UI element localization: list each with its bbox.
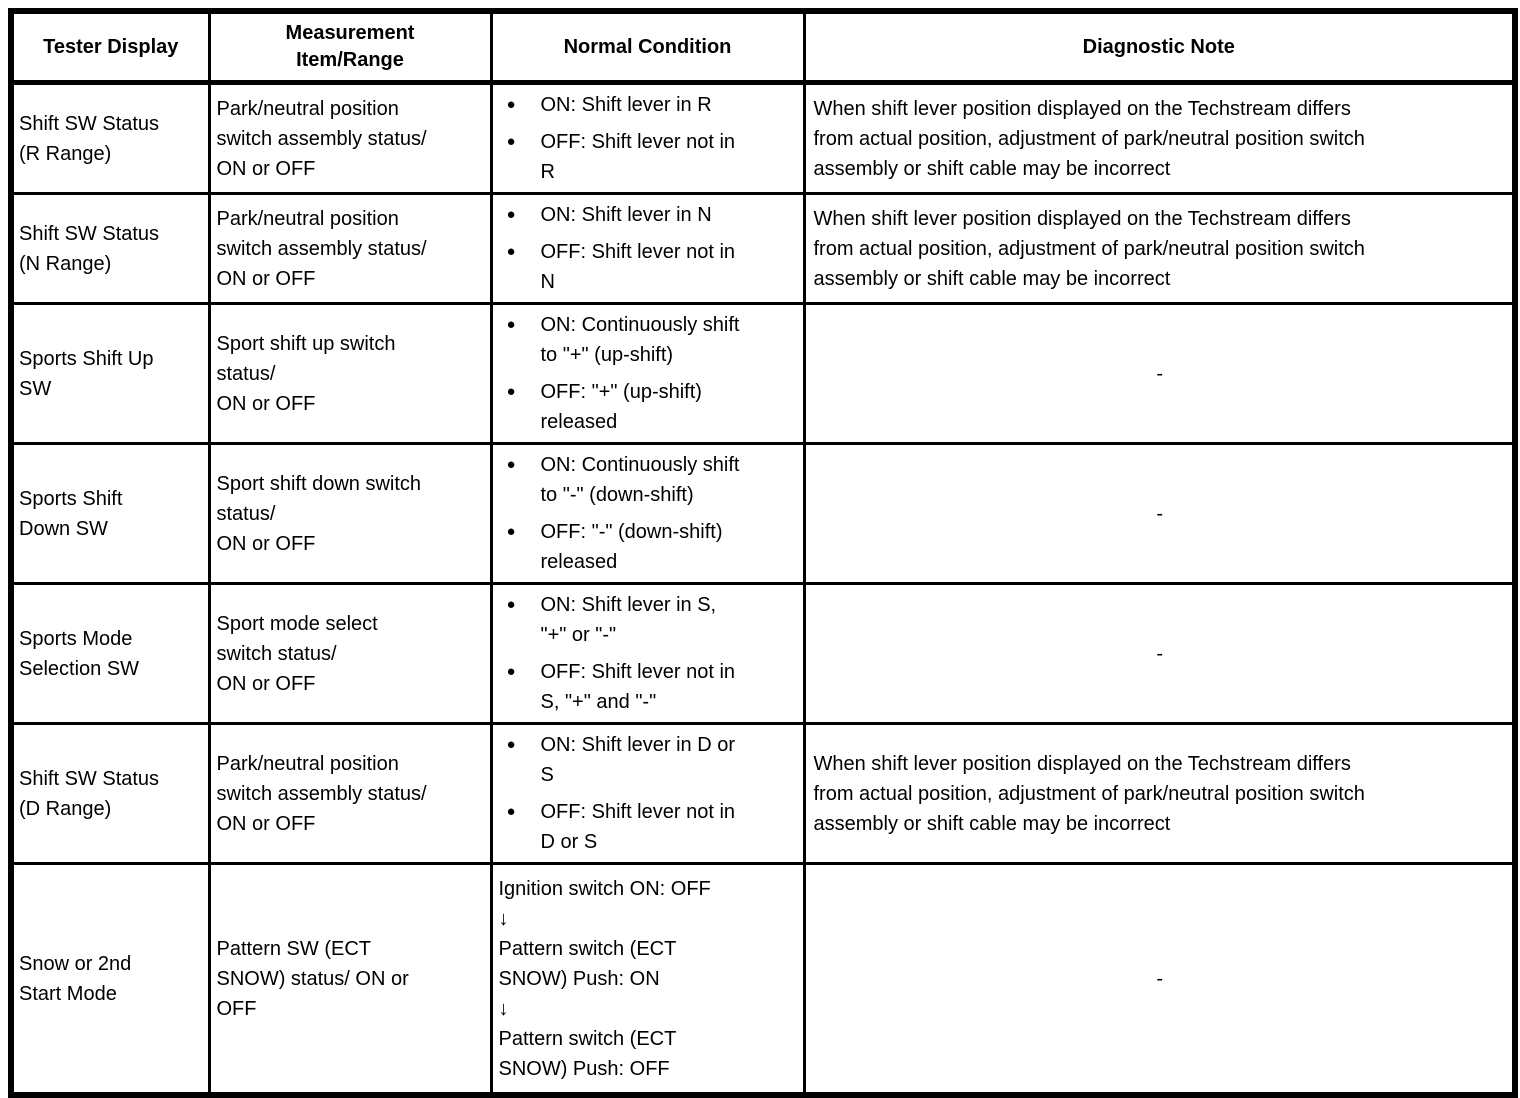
normal-condition-cell: ● ON: Continuously shift to "+" (up-shif… (489, 302, 806, 445)
condition-text: ON: Shift lever in R (540, 94, 712, 116)
normal-condition-cell: ● ON: Shift lever in D or S ● OFF: Shift… (489, 722, 806, 865)
bullet-icon: ● (506, 596, 516, 613)
diagnostic-note-cell: When shift lever position displayed on t… (802, 81, 1517, 195)
list-item: ● OFF: Shift lever not in S, "+" and "-" (499, 657, 797, 717)
bullet-icon: ● (506, 96, 516, 113)
normal-condition-cell: ● ON: Shift lever in R ● OFF: Shift leve… (489, 81, 806, 195)
table-row: Shift SW Status (R Range) Park/neutral p… (9, 81, 1517, 195)
bullet-list: ● ON: Continuously shift to "-" (down-sh… (499, 450, 797, 577)
list-item: ● ON: Shift lever in N (499, 200, 797, 230)
diagnostic-note-cell: - (802, 582, 1517, 725)
tester-display-cell: Shift SW Status (R Range) (9, 81, 211, 195)
list-item: ● ON: Shift lever in S, "+" or "-" (499, 590, 797, 650)
condition-text: ON: Shift lever in S, "+" or "-" (540, 594, 717, 646)
diagnostic-note-cell: When shift lever position displayed on t… (802, 192, 1517, 305)
bullet-list: ● ON: Continuously shift to "+" (up-shif… (499, 310, 797, 437)
column-header-tester-display: Tester Display (9, 9, 211, 85)
measurement-cell: Pattern SW (ECT SNOW) status/ ON or OFF (207, 862, 493, 1097)
bullet-icon: ● (506, 206, 516, 223)
bullet-icon: ● (506, 523, 516, 540)
list-item: ● OFF: "-" (down-shift) released (499, 517, 797, 577)
diagnostic-data-table: Tester Display Measurement Item/Range No… (8, 8, 1518, 1098)
condition-text: OFF: Shift lever not in S, "+" and "-" (540, 661, 736, 713)
tester-display-cell: Sports Shift Up SW (9, 302, 211, 445)
list-item: ● ON: Shift lever in R (499, 90, 797, 120)
tester-display-cell: Sports Mode Selection SW (9, 582, 211, 725)
header-row: Tester Display Measurement Item/Range No… (9, 9, 1517, 85)
bullet-icon: ● (506, 803, 516, 820)
list-item: ● OFF: "+" (up-shift) released (499, 377, 797, 437)
bullet-list: ● ON: Shift lever in D or S ● OFF: Shift… (499, 730, 797, 857)
diagnostic-note-cell: When shift lever position displayed on t… (802, 722, 1517, 865)
column-header-measurement-item-range: Measurement Item/Range (207, 9, 493, 85)
table-row: Sports Shift Down SW Sport shift down sw… (9, 442, 1517, 585)
normal-condition-cell: ● ON: Shift lever in S, "+" or "-" ● OFF… (489, 582, 806, 725)
tester-display-cell: Shift SW Status (D Range) (9, 722, 211, 865)
diagnostic-note-cell: - (802, 302, 1517, 445)
table-row: Snow or 2nd Start Mode Pattern SW (ECT S… (9, 862, 1517, 1097)
bullet-icon: ● (506, 383, 516, 400)
column-header-diagnostic-note: Diagnostic Note (802, 9, 1517, 85)
measurement-cell: Sport mode select switch status/ ON or O… (207, 582, 493, 725)
bullet-icon: ● (506, 663, 516, 680)
condition-text: OFF: "-" (down-shift) released (540, 521, 723, 573)
table-row: Shift SW Status (N Range) Park/neutral p… (9, 192, 1517, 305)
measurement-cell: Sport shift up switch status/ ON or OFF (207, 302, 493, 445)
condition-text: ON: Shift lever in N (540, 204, 712, 226)
list-item: ● ON: Continuously shift to "-" (down-sh… (499, 450, 797, 510)
list-item: ● ON: Shift lever in D or S (499, 730, 797, 790)
measurement-cell: Park/neutral position switch assembly st… (207, 81, 493, 195)
bullet-icon: ● (506, 736, 516, 753)
bullet-list: ● ON: Shift lever in S, "+" or "-" ● OFF… (499, 590, 797, 717)
table-row: Sports Mode Selection SW Sport mode sele… (9, 582, 1517, 725)
tester-display-cell: Sports Shift Down SW (9, 442, 211, 585)
condition-text: ON: Shift lever in D or S (540, 734, 736, 786)
list-item: ● OFF: Shift lever not in D or S (499, 797, 797, 857)
list-item: ● OFF: Shift lever not in R (499, 127, 797, 187)
bullet-list: ● ON: Shift lever in R ● OFF: Shift leve… (499, 90, 797, 187)
table-row: Sports Shift Up SW Sport shift up switch… (9, 302, 1517, 445)
table-row: Shift SW Status (D Range) Park/neutral p… (9, 722, 1517, 865)
normal-condition-cell: ● ON: Shift lever in N ● OFF: Shift leve… (489, 192, 806, 305)
condition-text: OFF: "+" (up-shift) released (540, 381, 702, 433)
condition-text: ON: Continuously shift to "-" (down-shif… (540, 454, 740, 506)
normal-condition-cell: Ignition switch ON: OFF ↓ Pattern switch… (489, 862, 806, 1097)
diagnostic-note-cell: - (802, 442, 1517, 585)
document-page: Tester Display Measurement Item/Range No… (8, 8, 1518, 1098)
condition-text: OFF: Shift lever not in R (540, 131, 736, 183)
normal-condition-cell: ● ON: Continuously shift to "-" (down-sh… (489, 442, 806, 585)
diagnostic-note-cell: - (802, 862, 1517, 1097)
list-item: ● ON: Continuously shift to "+" (up-shif… (499, 310, 797, 370)
bullet-icon: ● (506, 133, 516, 150)
measurement-cell: Park/neutral position switch assembly st… (207, 192, 493, 305)
tester-display-cell: Shift SW Status (N Range) (9, 192, 211, 305)
condition-text: OFF: Shift lever not in D or S (540, 801, 736, 853)
bullet-icon: ● (506, 316, 516, 333)
condition-text: ON: Continuously shift to "+" (up-shift) (540, 314, 740, 366)
condition-text: OFF: Shift lever not in N (540, 241, 736, 293)
bullet-icon: ● (506, 456, 516, 473)
tester-display-cell: Snow or 2nd Start Mode (9, 862, 211, 1097)
measurement-cell: Sport shift down switch status/ ON or OF… (207, 442, 493, 585)
bullet-icon: ● (506, 243, 516, 260)
bullet-list: ● ON: Shift lever in N ● OFF: Shift leve… (499, 200, 797, 297)
list-item: ● OFF: Shift lever not in N (499, 237, 797, 297)
column-header-normal-condition: Normal Condition (489, 9, 806, 85)
measurement-cell: Park/neutral position switch assembly st… (207, 722, 493, 865)
